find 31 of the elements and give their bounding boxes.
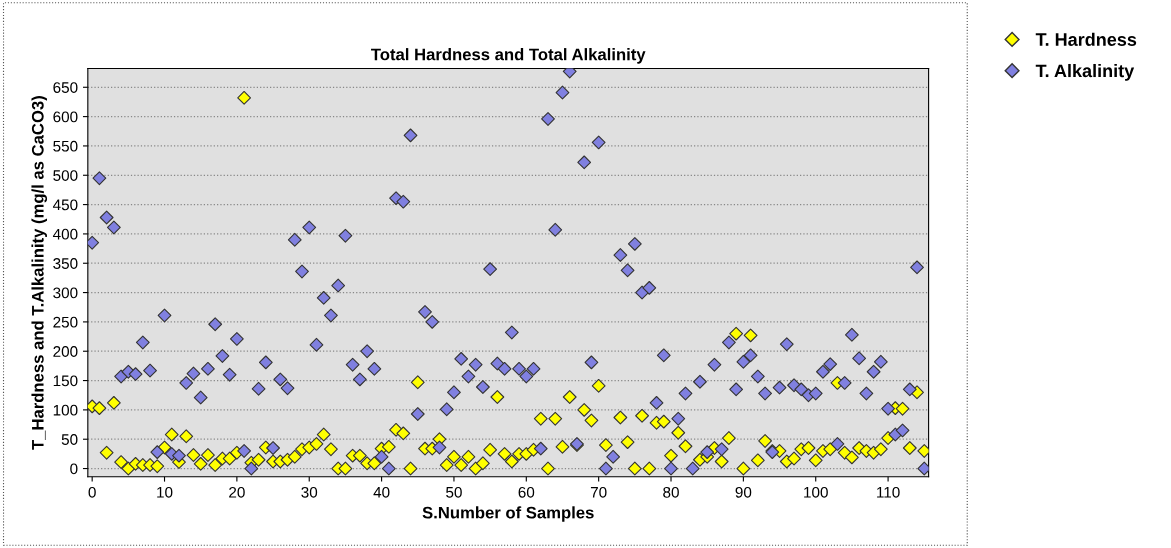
y-tick-label: 600 <box>53 111 78 123</box>
x-tick-label: 50 <box>446 486 462 498</box>
y-tick-label: 650 <box>53 82 78 93</box>
x-tick-label: 0 <box>88 486 96 498</box>
x-tick-label: 60 <box>518 486 535 498</box>
x-tick-label: 20 <box>229 486 245 498</box>
legend-label: T. Hardness <box>1035 32 1137 46</box>
y-tick-label: 100 <box>53 404 78 416</box>
x-tick-label: 30 <box>301 486 318 498</box>
y-tick-label: 350 <box>53 258 78 269</box>
chart-title: Total Hardness and Total Alkalinity <box>371 48 646 64</box>
y-tick-label: 550 <box>53 140 78 152</box>
y-tick-label: 200 <box>53 346 78 357</box>
y-axis-title: T_Hardness and T.Alkalinity (mg/l as CaCO3) <box>31 96 48 450</box>
x-tick-label: 110 <box>877 486 900 498</box>
y-tick-label: 450 <box>52 199 78 211</box>
legend-label: T. Alkalinity <box>1035 63 1135 81</box>
x-axis-title: S.Number of Samples <box>422 506 594 522</box>
x-tick-label: 80 <box>663 486 679 498</box>
y-tick-label: 0 <box>70 463 78 475</box>
x-tick-label: 40 <box>373 486 390 498</box>
x-tick-label: 100 <box>804 486 828 498</box>
x-tick-label: 90 <box>735 486 752 498</box>
x-tick-label: 10 <box>157 486 173 498</box>
y-tick-label: 250 <box>53 316 78 328</box>
x-tick-label: 70 <box>590 486 607 498</box>
y-tick-label: 500 <box>53 170 78 181</box>
y-tick-label: 300 <box>53 287 78 299</box>
y-tick-label: 50 <box>61 434 78 445</box>
y-tick-label: 400 <box>52 228 78 240</box>
y-tick-label: 150 <box>53 375 78 387</box>
